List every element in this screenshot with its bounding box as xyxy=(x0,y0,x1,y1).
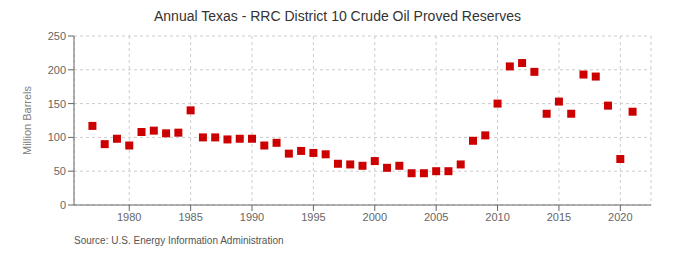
svg-text:150: 150 xyxy=(48,98,66,110)
svg-text:200: 200 xyxy=(48,64,66,76)
svg-text:100: 100 xyxy=(48,131,66,143)
svg-text:2015: 2015 xyxy=(547,211,571,223)
svg-text:2020: 2020 xyxy=(608,211,632,223)
svg-text:0: 0 xyxy=(60,199,66,211)
html-text:Annual Texas - RRC District 10: Annual Texas - RRC District 10 Crude Oil… xyxy=(154,8,521,24)
svg-text:2000: 2000 xyxy=(363,211,387,223)
svg-text:1995: 1995 xyxy=(301,211,325,223)
svg-text:1980: 1980 xyxy=(117,211,141,223)
html-text:Source: U.S. Energy Informatio: Source: U.S. Energy Information Administ… xyxy=(74,235,284,246)
svg-text:50: 50 xyxy=(54,165,66,177)
svg-text:250: 250 xyxy=(48,30,66,42)
svg-text:2010: 2010 xyxy=(485,211,509,223)
svg-text:1985: 1985 xyxy=(178,211,202,223)
svg-text:2005: 2005 xyxy=(424,211,448,223)
svg-text:Million Barrels: Million Barrels xyxy=(21,85,33,155)
svg-text:1990: 1990 xyxy=(240,211,264,223)
